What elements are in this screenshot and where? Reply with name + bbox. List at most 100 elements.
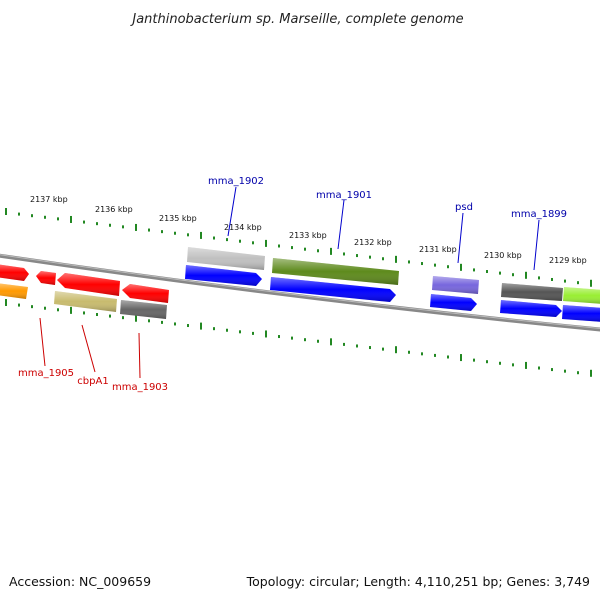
scale-tick bbox=[512, 363, 514, 367]
scale-tick bbox=[96, 222, 98, 226]
scale-tick bbox=[356, 254, 358, 258]
scale-tick bbox=[590, 369, 592, 377]
scale-ticks-inner bbox=[5, 299, 592, 377]
scale-tick bbox=[161, 320, 163, 324]
scale-tick bbox=[473, 268, 475, 272]
scale-tick bbox=[18, 303, 20, 307]
scale-tick bbox=[369, 255, 371, 259]
scale-tick bbox=[551, 277, 553, 281]
scale-tick bbox=[395, 346, 397, 354]
scale-tick bbox=[31, 305, 33, 309]
scale-tick bbox=[187, 233, 189, 237]
scale-tick bbox=[96, 313, 98, 317]
gene-label-mma-1902[interactable]: mma_1902 bbox=[208, 176, 264, 187]
genome-backbone bbox=[0, 253, 600, 332]
scale-tick bbox=[239, 330, 241, 334]
scale-label: 2129 kbp bbox=[549, 256, 587, 265]
gene-label-psd[interactable]: psd bbox=[455, 202, 473, 213]
scale-ticks-outer bbox=[5, 208, 592, 287]
scale-tick bbox=[408, 260, 410, 264]
scale-tick bbox=[317, 339, 319, 343]
scale-tick bbox=[304, 247, 306, 251]
scale-tick bbox=[421, 352, 423, 356]
scale-tick bbox=[83, 220, 85, 224]
scale-tick bbox=[460, 354, 462, 362]
scale-tick bbox=[447, 355, 449, 359]
scale-tick bbox=[577, 371, 579, 375]
scale-tick bbox=[135, 223, 137, 231]
scale-tick bbox=[109, 223, 111, 227]
gene-label-mma-1905[interactable]: mma_1905 bbox=[18, 368, 74, 379]
genome-backbone-highlight bbox=[0, 254, 600, 330]
scale-label: 2134 kbp bbox=[224, 223, 262, 232]
scale-tick bbox=[174, 231, 176, 235]
scale-tick bbox=[174, 322, 176, 326]
scale-tick bbox=[590, 279, 592, 287]
scale-label: 2133 kbp bbox=[289, 231, 327, 240]
scale-tick bbox=[577, 281, 579, 285]
scale-tick bbox=[135, 314, 137, 322]
scale-tick bbox=[213, 236, 215, 240]
scale-tick bbox=[538, 276, 540, 280]
scale-tick bbox=[369, 346, 371, 350]
gene-label-mma-1901[interactable]: mma_1901 bbox=[316, 190, 372, 201]
scale-tick bbox=[473, 358, 475, 362]
scale-tick bbox=[291, 336, 293, 340]
map-title: Janthinobacterium sp. Marseille, complet… bbox=[129, 12, 463, 27]
scale-tick bbox=[44, 306, 46, 310]
scale-tick bbox=[434, 263, 436, 267]
scale-tick bbox=[499, 361, 501, 365]
scale-tick bbox=[460, 263, 462, 271]
scale-tick bbox=[31, 214, 33, 218]
scale-label: 2137 kbp bbox=[30, 195, 68, 204]
scale-tick bbox=[122, 316, 124, 320]
scale-tick bbox=[525, 361, 527, 369]
scale-tick bbox=[226, 328, 228, 332]
scale-tick bbox=[486, 360, 488, 364]
scale-tick bbox=[278, 335, 280, 339]
scale-tick bbox=[317, 249, 319, 253]
scale-tick bbox=[44, 215, 46, 219]
scale-tick bbox=[486, 270, 488, 274]
scale-tick bbox=[525, 271, 527, 279]
scale-tick bbox=[161, 230, 163, 234]
scale-labels: 2137 kbp 2136 kbp 2135 kbp 2134 kbp 2133… bbox=[30, 195, 587, 265]
scale-tick bbox=[252, 331, 254, 335]
scale-tick bbox=[447, 265, 449, 269]
scale-tick bbox=[122, 225, 124, 229]
scale-label: 2132 kbp bbox=[354, 238, 392, 247]
scale-tick bbox=[5, 299, 7, 306]
gene-label-mma-1903[interactable]: mma_1903 bbox=[112, 382, 168, 393]
scale-tick bbox=[109, 314, 111, 318]
scale-tick bbox=[252, 241, 254, 245]
gene-label-mma-1899[interactable]: mma_1899 bbox=[511, 209, 567, 220]
accession-text: Accession: NC_009659 bbox=[9, 574, 151, 589]
scale-tick bbox=[57, 308, 59, 312]
scale-tick bbox=[343, 252, 345, 256]
scale-tick bbox=[564, 369, 566, 373]
scale-tick bbox=[356, 344, 358, 348]
scale-tick bbox=[278, 244, 280, 248]
gene-labels-bottom: mma_1905 cbpA1 mma_1903 bbox=[18, 368, 168, 393]
label-leaders bbox=[39, 186, 540, 379]
scale-tick bbox=[70, 306, 72, 314]
scale-tick bbox=[265, 330, 267, 338]
scale-tick bbox=[421, 262, 423, 266]
scale-tick bbox=[70, 215, 72, 223]
scale-tick bbox=[148, 228, 150, 232]
scale-tick bbox=[512, 273, 514, 277]
scale-label: 2136 kbp bbox=[95, 205, 133, 214]
scale-tick bbox=[330, 338, 332, 346]
scale-tick bbox=[382, 347, 384, 351]
scale-tick bbox=[408, 350, 410, 354]
scale-tick bbox=[187, 324, 189, 328]
gene-labels-top: mma_1902 mma_1901 psd mma_1899 bbox=[208, 176, 567, 220]
scale-tick bbox=[5, 208, 7, 215]
scale-tick bbox=[239, 239, 241, 243]
scale-tick bbox=[499, 271, 501, 275]
scale-tick bbox=[564, 279, 566, 283]
gene-label-cbpa1[interactable]: cbpA1 bbox=[77, 376, 108, 387]
scale-tick bbox=[265, 239, 267, 247]
